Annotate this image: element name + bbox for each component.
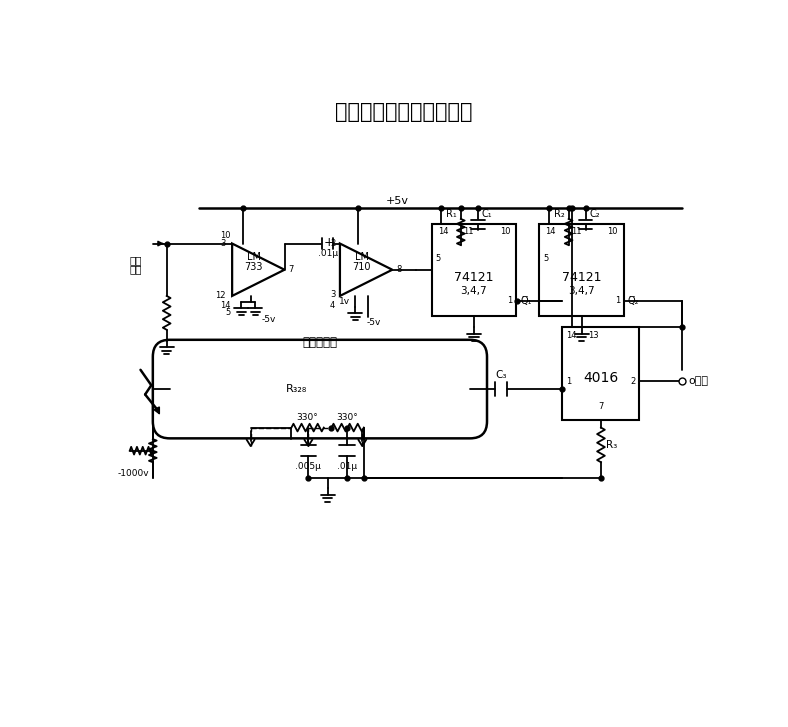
Bar (432, 223, 516, 316)
Bar (539, 223, 624, 316)
Text: 11: 11 (571, 228, 582, 236)
Text: LM: LM (247, 252, 261, 262)
Text: 330°: 330° (297, 413, 318, 422)
Text: 1: 1 (567, 377, 571, 386)
Text: 3,4,7: 3,4,7 (461, 286, 487, 297)
Text: +: + (324, 236, 334, 249)
Text: 5: 5 (543, 254, 548, 262)
Text: Q̅₁: Q̅₁ (520, 296, 532, 305)
Text: +5v: +5v (385, 196, 408, 206)
Text: 14: 14 (220, 301, 231, 310)
Text: 14: 14 (545, 228, 556, 236)
Text: 1: 1 (507, 296, 512, 305)
Text: 5: 5 (436, 254, 440, 262)
Text: R₃: R₃ (606, 440, 617, 449)
Text: 10: 10 (220, 231, 231, 241)
Text: 14: 14 (437, 228, 448, 236)
Text: C₃: C₃ (495, 370, 507, 380)
Text: 3,4,7: 3,4,7 (568, 286, 595, 297)
Text: 8: 8 (396, 265, 402, 274)
Text: C₂: C₂ (589, 209, 600, 220)
Text: Q̅₂: Q̅₂ (628, 296, 639, 305)
Text: LM: LM (355, 252, 369, 262)
Text: 4: 4 (330, 301, 336, 310)
Text: R₁: R₁ (446, 209, 457, 220)
Text: 1v: 1v (339, 297, 350, 306)
Text: 11: 11 (463, 228, 474, 236)
Text: 330°: 330° (336, 413, 359, 422)
Text: -5v: -5v (262, 315, 277, 324)
Text: 74121: 74121 (562, 271, 601, 284)
Text: .01μ: .01μ (318, 249, 338, 258)
Text: 710: 710 (352, 262, 370, 272)
Text: 7: 7 (288, 265, 294, 274)
Text: .01μ: .01μ (336, 462, 357, 470)
Text: 2: 2 (630, 377, 636, 386)
Text: 4016: 4016 (583, 371, 619, 385)
Text: 10: 10 (500, 228, 510, 236)
Text: -1000v: -1000v (117, 470, 149, 478)
Bar (563, 327, 640, 420)
Text: 14: 14 (567, 332, 577, 340)
Text: 光电倍增管: 光电倍增管 (303, 337, 337, 350)
Text: R₃₂₈: R₃₂₈ (286, 384, 307, 394)
Text: 3: 3 (221, 239, 226, 248)
Text: 来自: 来自 (130, 254, 142, 265)
Text: 12: 12 (215, 292, 226, 300)
Text: 3: 3 (330, 290, 336, 299)
Text: 1: 1 (615, 296, 620, 305)
Text: 733: 733 (244, 262, 263, 272)
Text: 74121: 74121 (454, 271, 493, 284)
Text: C₁: C₁ (481, 209, 492, 220)
Text: R₂: R₂ (554, 209, 565, 220)
Text: 5: 5 (225, 308, 231, 318)
Text: 10: 10 (608, 228, 618, 236)
Text: 2: 2 (330, 239, 336, 248)
Text: 7: 7 (598, 401, 604, 411)
Text: 激光: 激光 (130, 264, 142, 274)
Text: o输出: o输出 (688, 377, 708, 386)
Text: -5v: -5v (366, 318, 381, 327)
Text: .005μ: .005μ (296, 462, 322, 470)
Text: 光电倍增管输出选通电路: 光电倍增管输出选通电路 (335, 102, 473, 122)
Text: 13: 13 (588, 332, 599, 340)
